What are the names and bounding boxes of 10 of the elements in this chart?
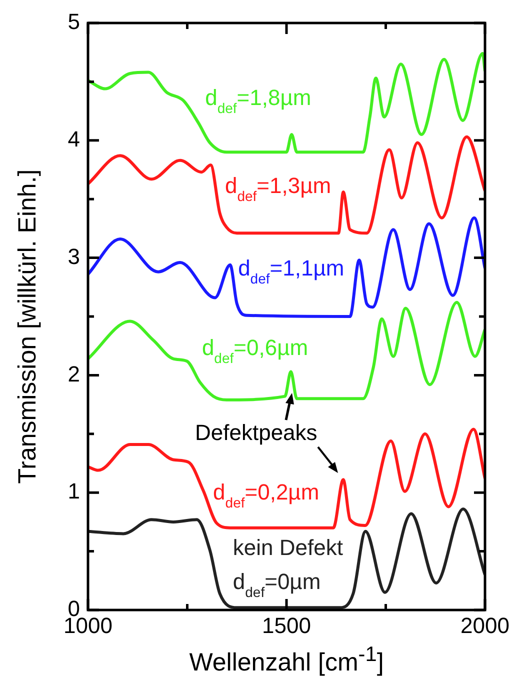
y-tick-label: 3 [68,244,80,269]
y-tick-label: 5 [68,9,80,34]
y-tick-label: 2 [68,361,80,386]
y-tick-label: 1 [68,478,80,504]
y-tick-label: 4 [68,126,80,152]
annotation: Defektpeaks [195,420,318,446]
x-axis-title: Wellenzahl [cm$^{-1}$] [188,643,385,678]
y-axis-title: Transmission [willkürl. Einh.] [14,168,42,486]
x-tick-label: 2000 [460,613,510,638]
x-tick-label: 1500 [262,613,311,638]
